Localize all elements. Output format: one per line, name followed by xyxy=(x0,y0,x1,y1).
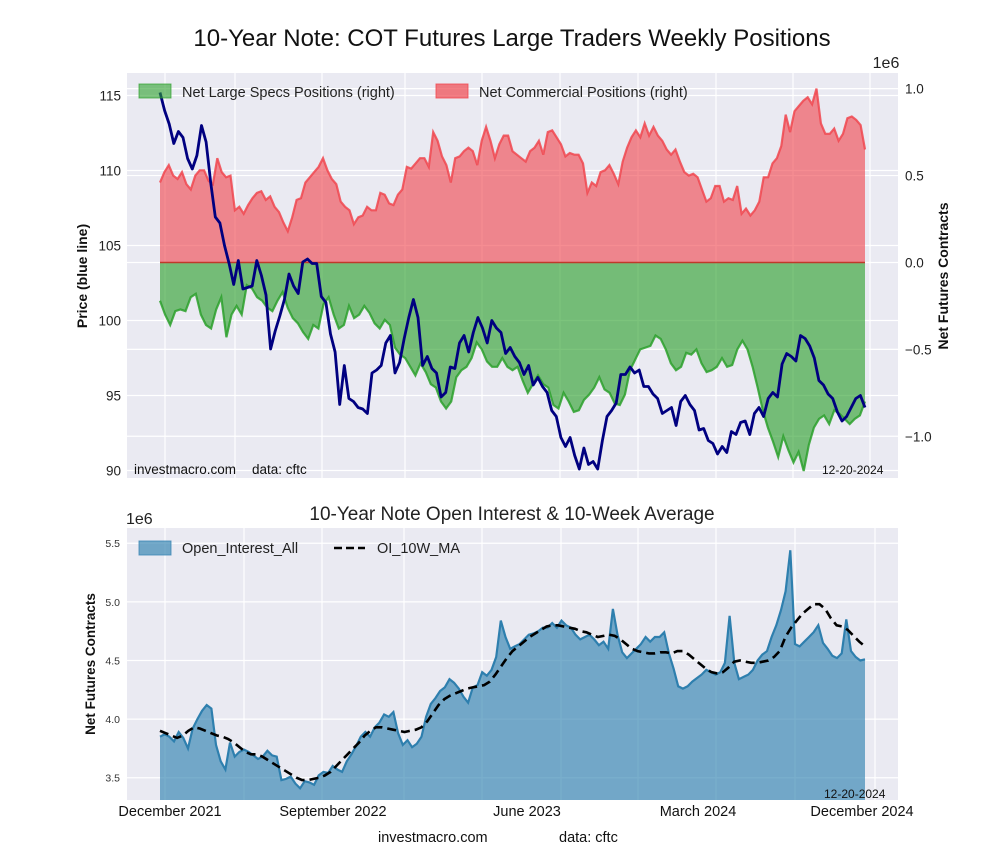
top-series xyxy=(158,88,867,472)
open-interest-line xyxy=(159,550,866,791)
top-y2tick-label: 0.5 xyxy=(905,169,924,184)
top-ytick-label: 100 xyxy=(98,314,121,329)
top-ytick-label: 115 xyxy=(99,89,121,104)
top-y2-offset-label: 1e6 xyxy=(873,55,900,72)
top-data-annotation: data: cftc xyxy=(252,462,307,477)
area-net-commercial-positions-right- xyxy=(160,88,865,263)
bottom-series xyxy=(159,550,866,800)
top-ytick-label: 95 xyxy=(106,389,121,404)
top-ytick-label: 110 xyxy=(99,164,121,179)
bottom-xtick-label: June 2023 xyxy=(493,804,561,820)
top-date-annotation: 12-20-2024 xyxy=(822,463,884,477)
bottom-xtick-label: March 2024 xyxy=(660,804,737,820)
footer-source: investmacro.com xyxy=(378,830,488,846)
bottom-ytick-label: 5.5 xyxy=(105,538,120,550)
top-axes: 90 95 100 105 110 115 −1.0 −0.5 0.0 0.5 1.0 1e6 P… xyxy=(74,55,951,479)
legend-label-commercial: Net Commercial Positions (right) xyxy=(479,85,688,101)
legend-label-ma: OI_10W_MA xyxy=(377,541,460,557)
bottom-y-offset-label: 1e6 xyxy=(126,511,153,528)
ma-line xyxy=(159,602,866,782)
bottom-ytick-label: 3.5 xyxy=(105,773,120,785)
top-ytick-label: 105 xyxy=(98,239,121,254)
open-interest-area xyxy=(160,550,865,800)
top-left-yticks: 90 95 100 105 110 115 xyxy=(98,89,121,479)
line-net-large-specs-positions-right- xyxy=(158,283,867,472)
top-y2tick-label: 1.0 xyxy=(905,82,924,97)
bottom-xtick-label: September 2022 xyxy=(279,804,386,820)
legend-swatch-open-interest xyxy=(138,540,172,556)
legend-swatch-large-specs xyxy=(138,83,172,99)
bottom-ytick-label: 4.5 xyxy=(105,655,120,667)
top-y2label: Net Futures Contracts xyxy=(935,202,951,349)
legend-label-large-specs: Net Large Specs Positions (right) xyxy=(182,85,395,101)
top-source-annotation: investmacro.com xyxy=(134,462,236,477)
bottom-xticks: December 2021 September 2022 June 2023 Marc… xyxy=(118,804,913,820)
top-ylabel: Price (blue line) xyxy=(74,224,90,328)
footer-data: data: cftc xyxy=(559,830,618,846)
bottom-ytick-label: 4.0 xyxy=(105,714,120,726)
bottom-date-annotation: 12-20-2024 xyxy=(824,787,886,801)
price-line xyxy=(158,92,867,471)
top-y2tick-label: 0.0 xyxy=(905,255,924,270)
bottom-yticks: 3.5 4.0 4.5 5.0 5.5 xyxy=(105,538,120,784)
top-ytick-label: 90 xyxy=(106,464,121,479)
top-y2tick-label: −0.5 xyxy=(905,342,932,357)
bottom-xtick-label: December 2021 xyxy=(118,804,221,820)
bottom-ylabel: Net Futures Contracts xyxy=(83,593,98,735)
top-y2tick-label: −1.0 xyxy=(905,429,932,444)
bottom-legend: Open_Interest_All OI_10W_MA xyxy=(138,540,460,557)
top-right-yticks: −1.0 −0.5 0.0 0.5 1.0 xyxy=(905,82,932,445)
bottom-xtick-label: December 2024 xyxy=(810,804,913,820)
legend-swatch-commercial xyxy=(435,83,469,99)
bottom-ytick-label: 5.0 xyxy=(105,597,120,609)
main-title: 10-Year Note: COT Futures Large Traders … xyxy=(193,25,830,52)
bottom-axes: 3.5 4.0 4.5 5.0 5.5 December 2021 September 2… xyxy=(83,511,914,820)
legend-label-open-interest: Open_Interest_All xyxy=(182,541,298,557)
bottom-title: 10-Year Note Open Interest & 10-Week Ave… xyxy=(309,504,714,525)
top-legend: Net Large Specs Positions (right) Net Co… xyxy=(138,83,688,101)
area-net-large-specs-positions-right- xyxy=(160,262,865,471)
line-net-commercial-positions-right- xyxy=(158,88,867,235)
